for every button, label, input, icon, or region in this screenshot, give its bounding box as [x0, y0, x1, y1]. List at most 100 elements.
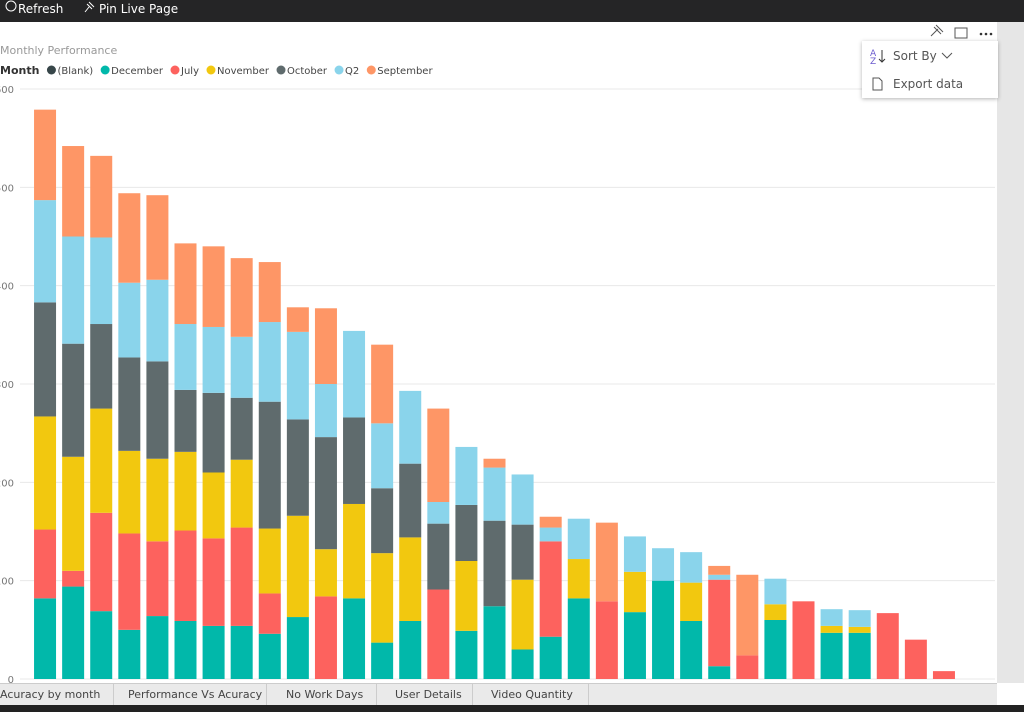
focus-icon[interactable] [954, 27, 968, 39]
bar-segment [314, 384, 337, 438]
legend-label: October [287, 66, 328, 77]
page-tab[interactable]: Video Quantity [491, 688, 573, 701]
bar-segment [848, 632, 871, 679]
bar-segment [34, 302, 57, 417]
bar-segment [455, 630, 478, 679]
y-tick-label: 400 [0, 282, 14, 293]
pin-visual-icon[interactable] [930, 24, 944, 37]
bar-segment [343, 598, 366, 679]
bar-segment [286, 515, 309, 618]
bar-segment [90, 155, 113, 238]
bar-segment [848, 626, 871, 633]
bar-segment [567, 598, 590, 679]
bar-segment [539, 636, 562, 679]
bar-segment [146, 458, 169, 542]
bar-segment [146, 195, 169, 280]
y-tick-label: 500 [0, 183, 14, 194]
legend-marker [366, 65, 376, 75]
bar-segment [427, 589, 450, 679]
tab-separator [266, 684, 267, 706]
bar-segment [736, 655, 759, 679]
toolbar: Refresh Pin Live Page [0, 0, 1024, 22]
bar-segment [623, 571, 646, 613]
legend-marker [206, 65, 216, 75]
bar-segment [230, 625, 253, 679]
bar-segment [483, 467, 506, 521]
bar-segment [623, 612, 646, 679]
bar-segment [455, 504, 478, 561]
bar-segment [202, 392, 225, 473]
bar-segment [511, 649, 534, 679]
sort-by-item[interactable]: Sort By [893, 49, 953, 63]
bar-segment [567, 518, 590, 560]
bar-segment [90, 512, 113, 612]
bar-segment [567, 559, 590, 599]
bar-segment [539, 516, 562, 528]
bar-segment [258, 528, 281, 594]
bar-segment [118, 629, 141, 679]
bar-segment [708, 565, 731, 575]
y-tick-label: 300 [0, 380, 14, 391]
svg-text:Z: Z [870, 57, 876, 65]
sort-by-label: Sort By [893, 49, 937, 63]
bar-segment [34, 529, 57, 599]
bar-segment [792, 601, 815, 679]
bar-segment [427, 408, 450, 502]
tab-separator [376, 684, 377, 706]
bar-segment [371, 423, 394, 489]
pin-button[interactable]: Pin Live Page [99, 2, 179, 16]
bar-segment [202, 472, 225, 539]
export-data-item[interactable]: Export data [893, 77, 964, 91]
more-icon[interactable] [979, 32, 993, 36]
bar-segment [848, 610, 871, 627]
legend-label: (Blank) [57, 66, 93, 77]
y-tick-label: 100 [0, 577, 14, 588]
bar-segment [34, 200, 57, 303]
page-tab[interactable]: Acuracy by month [0, 688, 101, 701]
bar-segment [258, 262, 281, 323]
bar-segment [343, 503, 366, 599]
bar-segment [876, 613, 899, 679]
bar-segment [62, 586, 85, 679]
bar-segment [904, 639, 927, 679]
bar-segment [62, 456, 85, 571]
page-tab[interactable]: No Work Days [286, 688, 364, 701]
bar-segment [680, 552, 703, 583]
y-tick-label: 0 [8, 675, 14, 683]
bar-segment [371, 344, 394, 424]
bar-segment [764, 620, 787, 679]
page-tab[interactable]: Performance Vs Acuracy [128, 688, 263, 701]
bar-segment [202, 326, 225, 393]
bar-segment [202, 538, 225, 626]
bar-segment [202, 246, 225, 327]
legend-marker [170, 65, 180, 75]
legend-label: December [111, 66, 164, 77]
bar-segment [146, 616, 169, 679]
bar-segment [539, 527, 562, 542]
legend-marker [334, 65, 344, 75]
chart: Monthly Performance Month (Blank) December… [0, 24, 995, 683]
tab-separator [472, 684, 473, 706]
bar-segment [174, 620, 197, 679]
bar-segment [258, 401, 281, 529]
pin-icon [84, 1, 95, 13]
bar-segment [511, 579, 534, 650]
bar-segment [174, 530, 197, 621]
tab-separator [588, 684, 589, 706]
sort-icon: AZ [870, 49, 886, 65]
bar-segment [595, 601, 618, 679]
bar-segment [286, 419, 309, 516]
bar-segment [483, 606, 506, 679]
bar-segment [399, 463, 422, 538]
bar-segment [820, 609, 843, 626]
bar-segment [427, 523, 450, 590]
legend-label: September [377, 66, 433, 77]
refresh-button[interactable]: Refresh [18, 2, 64, 16]
bar-segment [708, 574, 731, 580]
legend-marker [276, 65, 286, 75]
bar-segment [680, 620, 703, 679]
bar-segment [174, 243, 197, 325]
bar-segment [314, 596, 337, 679]
page-tab[interactable]: User Details [395, 688, 462, 701]
